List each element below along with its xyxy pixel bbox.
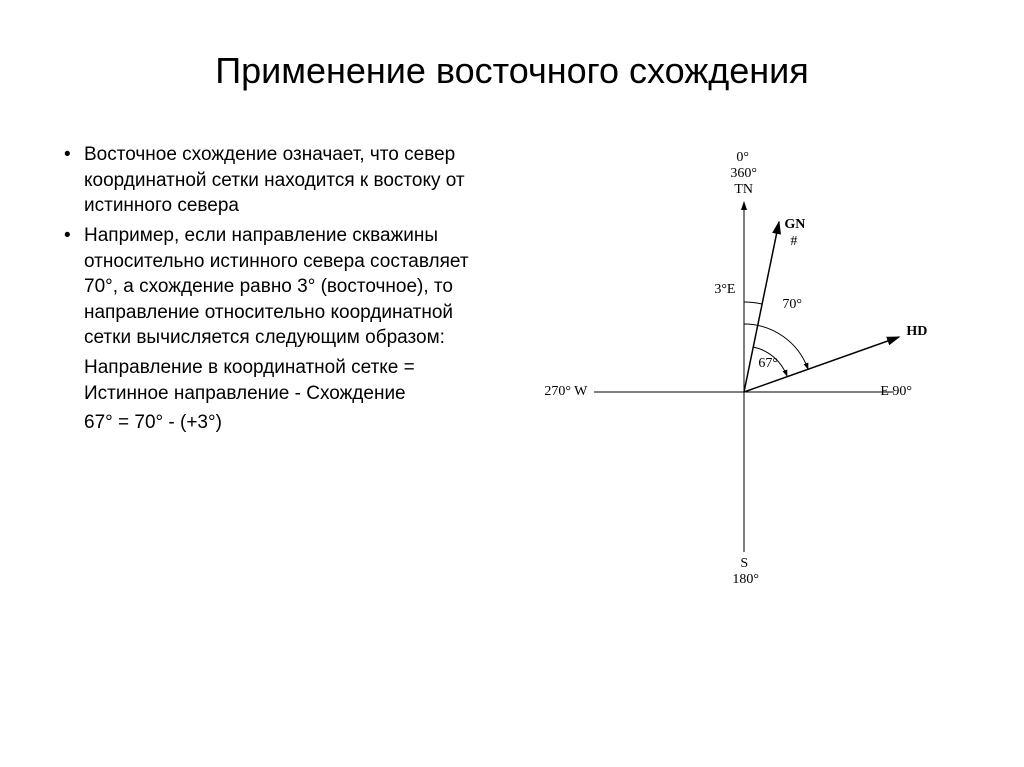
bullet-1: Восточное схождение означает, что север … [60,142,484,219]
label-hd: HD [906,324,927,340]
compass-svg [534,142,934,582]
content-row: Восточное схождение означает, что север … [60,142,964,582]
label-180: 180° [732,572,759,588]
label-east: E 90° [880,384,912,400]
text-column: Восточное схождение означает, что север … [60,142,484,582]
label-70: 70° [782,297,802,313]
label-360deg: 360° [730,166,757,182]
label-0deg: 0° [736,150,749,166]
label-hash: # [790,234,797,250]
label-3e: 3°E [714,282,735,298]
page-title: Применение восточного схождения [60,50,964,92]
label-s: S [740,556,748,572]
line-calc: 67° = 70° - (+3°) [60,410,484,436]
label-gn: GN [784,217,805,233]
label-west: 270° W [544,384,587,400]
bullet-2: Например, если направление скважины отно… [60,223,484,351]
label-tn: TN [734,182,753,198]
compass-diagram: 0° 360° TN GN # 3°E 70° 67° HD 270° W E … [534,142,934,582]
label-67: 67° [758,356,778,372]
diagram-column: 0° 360° TN GN # 3°E 70° 67° HD 270° W E … [504,142,964,582]
line-formula: Направление в координатной сетке = Истин… [60,355,484,406]
